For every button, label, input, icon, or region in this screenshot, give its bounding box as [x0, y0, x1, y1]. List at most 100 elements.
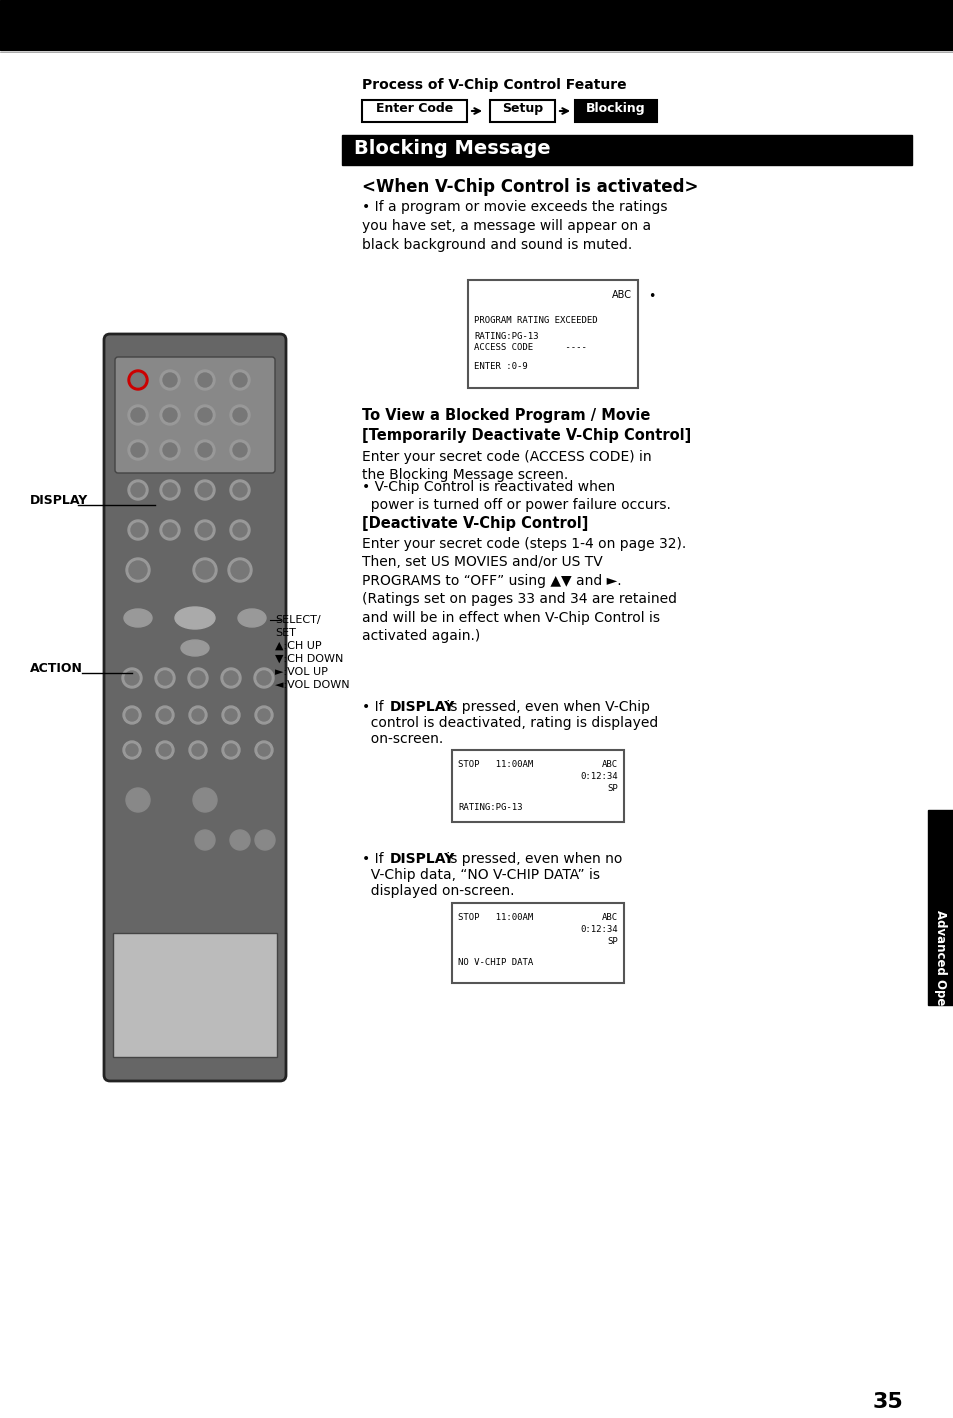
Circle shape	[233, 408, 247, 423]
Circle shape	[230, 830, 250, 849]
Circle shape	[154, 668, 174, 688]
Text: •: •	[647, 291, 655, 303]
Bar	[361, 101, 467, 122]
Text: PROGRAM RATING EXCEEDED: PROGRAM RATING EXCEEDED	[474, 316, 597, 325]
Text: ACTION: ACTION	[30, 662, 83, 675]
Text: DISPLAY: DISPLAY	[30, 493, 89, 506]
Circle shape	[198, 408, 212, 423]
Circle shape	[233, 442, 247, 457]
Bar	[468, 279, 638, 389]
Ellipse shape	[181, 640, 209, 657]
Circle shape	[254, 830, 274, 849]
Circle shape	[233, 484, 247, 496]
Text: control is deactivated, rating is displayed: control is deactivated, rating is displa…	[361, 716, 658, 730]
Bar	[341, 135, 911, 164]
Bar	[0, 0, 953, 50]
Circle shape	[193, 788, 216, 813]
Ellipse shape	[174, 607, 214, 630]
Circle shape	[191, 671, 205, 685]
Text: ABC: ABC	[612, 291, 631, 301]
Text: [Deactivate V-Chip Control]: [Deactivate V-Chip Control]	[361, 516, 588, 530]
Circle shape	[163, 442, 177, 457]
Text: <When V-Chip Control is activated>: <When V-Chip Control is activated>	[361, 179, 698, 196]
Circle shape	[254, 742, 273, 759]
Text: ▲:CH UP: ▲:CH UP	[274, 641, 321, 651]
Text: 0:12:34: 0:12:34	[579, 771, 618, 781]
Circle shape	[158, 671, 172, 685]
Circle shape	[224, 671, 237, 685]
Circle shape	[230, 440, 250, 459]
Circle shape	[230, 481, 250, 501]
Circle shape	[131, 408, 145, 423]
Circle shape	[131, 442, 145, 457]
Circle shape	[231, 562, 249, 579]
Text: NO V-CHIP DATA: NO V-CHIP DATA	[457, 959, 533, 967]
Circle shape	[194, 370, 214, 390]
Text: is pressed, even when no: is pressed, even when no	[441, 852, 621, 866]
Text: DISPLAY: DISPLAY	[390, 700, 455, 715]
Circle shape	[163, 523, 177, 537]
Circle shape	[257, 744, 270, 756]
Text: is pressed, even when V-Chip: is pressed, even when V-Chip	[441, 700, 649, 715]
Circle shape	[225, 709, 236, 720]
Circle shape	[126, 559, 150, 581]
Text: on-screen.: on-screen.	[361, 732, 443, 746]
Circle shape	[198, 373, 212, 387]
Text: STOP   11:00AM: STOP 11:00AM	[457, 913, 533, 922]
Circle shape	[123, 706, 141, 725]
Bar	[927, 810, 953, 1005]
Text: 0:12:34: 0:12:34	[579, 925, 618, 934]
Circle shape	[160, 440, 180, 459]
Circle shape	[233, 373, 247, 387]
Text: RATING:PG-13: RATING:PG-13	[457, 803, 522, 813]
Text: RATING:PG-13: RATING:PG-13	[474, 332, 537, 340]
Text: ABC: ABC	[601, 760, 618, 769]
Text: Advanced Operation: Advanced Operation	[934, 910, 946, 1045]
Text: displayed on-screen.: displayed on-screen.	[361, 883, 514, 898]
Bar	[575, 101, 657, 122]
Circle shape	[128, 406, 148, 425]
Circle shape	[131, 523, 145, 537]
Circle shape	[122, 668, 142, 688]
Circle shape	[128, 370, 148, 390]
FancyBboxPatch shape	[112, 933, 276, 1056]
Circle shape	[256, 671, 271, 685]
Text: [Temporarily Deactivate V-Chip Control]: [Temporarily Deactivate V-Chip Control]	[361, 428, 691, 442]
Circle shape	[129, 562, 147, 579]
Circle shape	[128, 481, 148, 501]
Circle shape	[189, 742, 207, 759]
Text: V-Chip data, “NO V-CHIP DATA” is: V-Chip data, “NO V-CHIP DATA” is	[361, 868, 599, 882]
Text: ◄:VOL DOWN: ◄:VOL DOWN	[274, 681, 349, 691]
Circle shape	[222, 706, 240, 725]
Circle shape	[228, 559, 252, 581]
Circle shape	[194, 406, 214, 425]
Circle shape	[198, 442, 212, 457]
Circle shape	[233, 523, 247, 537]
Circle shape	[128, 440, 148, 459]
Circle shape	[156, 742, 173, 759]
Circle shape	[160, 481, 180, 501]
Bar	[452, 903, 623, 983]
Circle shape	[160, 406, 180, 425]
Circle shape	[131, 373, 145, 387]
Text: • If a program or movie exceeds the ratings
you have set, a message will appear : • If a program or movie exceeds the rati…	[361, 200, 667, 252]
Text: Process of V-Chip Control Feature: Process of V-Chip Control Feature	[361, 78, 626, 92]
Circle shape	[192, 709, 204, 720]
Text: Blocking Message: Blocking Message	[354, 139, 550, 157]
Circle shape	[253, 668, 274, 688]
Circle shape	[221, 668, 241, 688]
Text: To View a Blocked Program / Movie: To View a Blocked Program / Movie	[361, 408, 650, 423]
Text: 35: 35	[872, 1392, 902, 1412]
Circle shape	[156, 706, 173, 725]
Circle shape	[159, 744, 171, 756]
Text: STOP   11:00AM: STOP 11:00AM	[457, 760, 533, 769]
Circle shape	[225, 744, 236, 756]
FancyBboxPatch shape	[115, 357, 274, 474]
Text: SP: SP	[607, 784, 618, 793]
Text: Blocking: Blocking	[585, 102, 645, 115]
Text: SET: SET	[274, 628, 295, 638]
Text: Enter your secret code (steps 1-4 on page 32).
Then, set US MOVIES and/or US TV
: Enter your secret code (steps 1-4 on pag…	[361, 537, 685, 642]
Circle shape	[160, 370, 180, 390]
Circle shape	[126, 788, 150, 813]
Circle shape	[193, 559, 216, 581]
